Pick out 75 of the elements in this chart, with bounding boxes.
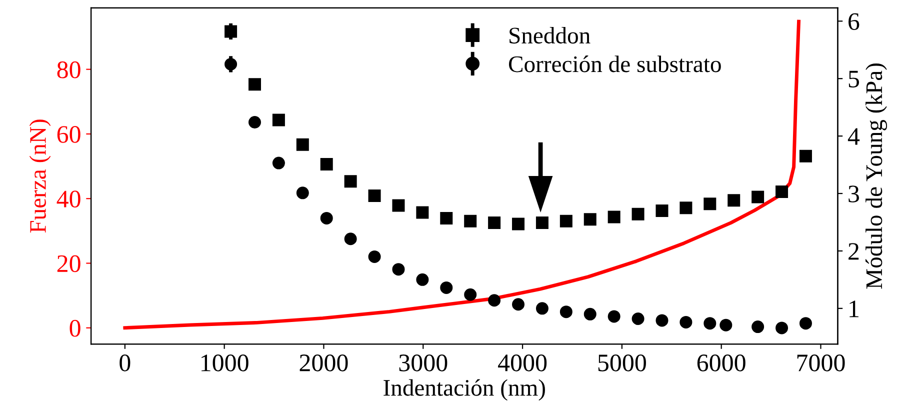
point <box>680 316 692 328</box>
point <box>799 150 812 162</box>
point <box>320 212 333 224</box>
x-axis-title: Indentación (nm) <box>384 379 545 401</box>
point <box>440 281 453 294</box>
y2-tick-label: 4 <box>848 128 860 145</box>
y2-tick-label: 2 <box>848 243 859 260</box>
point <box>584 213 596 226</box>
y-tick-label: 60 <box>57 126 80 143</box>
point <box>416 206 429 219</box>
point <box>799 317 812 330</box>
x-tick-label: 3000 <box>399 354 448 372</box>
point <box>680 202 692 214</box>
point <box>752 190 764 204</box>
point <box>560 214 572 228</box>
point <box>704 198 716 210</box>
point <box>392 263 405 276</box>
x-tick-label: 5000 <box>598 354 646 372</box>
point <box>776 186 788 198</box>
point <box>224 58 238 70</box>
point <box>536 216 548 230</box>
point <box>704 317 716 330</box>
x-tick-label: 1000 <box>202 354 248 372</box>
point <box>632 312 644 325</box>
point <box>344 232 357 246</box>
point <box>776 322 788 334</box>
x-tick-label: 0 <box>120 354 130 372</box>
y-tick-label: 20 <box>57 255 80 272</box>
point <box>728 194 740 207</box>
x-tick-label: 7000 <box>797 354 845 372</box>
point <box>632 208 644 220</box>
point <box>248 116 261 129</box>
point <box>560 306 572 318</box>
point <box>272 156 285 170</box>
point <box>296 186 309 200</box>
x-tick-label: 4000 <box>498 354 547 372</box>
point <box>464 288 477 301</box>
point <box>488 294 501 307</box>
y-tick-label: 0 <box>70 320 80 337</box>
point <box>752 320 764 334</box>
y2-tick-label: 6 <box>848 13 860 30</box>
point <box>512 298 525 311</box>
point <box>608 210 620 224</box>
y2-axis-title: Módulo de Young (kPa) <box>866 64 888 289</box>
legend-label: Correción de substrato <box>508 56 721 72</box>
point <box>440 212 453 224</box>
y2-tick-label: 1 <box>850 300 858 318</box>
point <box>416 273 429 286</box>
point <box>296 138 309 151</box>
point <box>536 302 548 315</box>
point <box>272 114 285 126</box>
point <box>368 250 381 263</box>
x-tick-label: 6000 <box>697 354 746 372</box>
point <box>344 175 357 188</box>
point <box>248 78 261 91</box>
point <box>224 25 238 38</box>
point <box>584 308 596 320</box>
legend-label: Sneddon <box>510 26 590 44</box>
point <box>464 214 477 228</box>
point <box>392 199 405 212</box>
y-tick-label: 40 <box>56 190 80 208</box>
y-tick-label: 80 <box>57 61 80 78</box>
point <box>656 314 668 327</box>
point <box>488 216 501 230</box>
point <box>720 318 732 332</box>
x-tick-label: 2000 <box>300 354 348 372</box>
point <box>320 158 333 170</box>
point <box>512 218 525 230</box>
point <box>608 310 620 323</box>
line-series <box>123 20 801 330</box>
y2-tick-label: 3 <box>848 186 859 202</box>
point <box>656 204 668 217</box>
point <box>368 190 381 202</box>
y2-tick-label: 5 <box>848 70 859 88</box>
y-axis-title: Fuerza (nN) <box>29 120 51 233</box>
